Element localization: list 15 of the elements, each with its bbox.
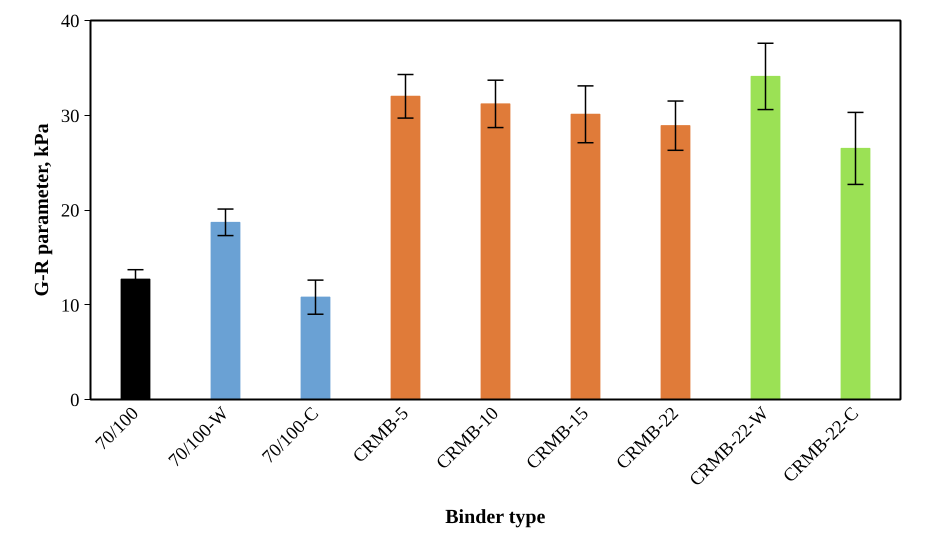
bar [390, 96, 420, 400]
x-axis-title: Binder type [445, 506, 546, 528]
bar [660, 125, 690, 400]
y-tick-label: 40 [60, 11, 80, 32]
bar [750, 76, 780, 400]
bar [570, 114, 600, 400]
y-tick-label: 10 [60, 295, 80, 316]
y-axis-title: G-R parameter, kPa [30, 123, 53, 297]
y-tick-label: 20 [60, 200, 80, 222]
bar [300, 296, 330, 400]
bar [480, 103, 510, 400]
y-tick-label: 0 [70, 390, 80, 411]
bar [210, 222, 240, 400]
bar [840, 148, 870, 400]
y-tick-label: 30 [60, 106, 80, 127]
